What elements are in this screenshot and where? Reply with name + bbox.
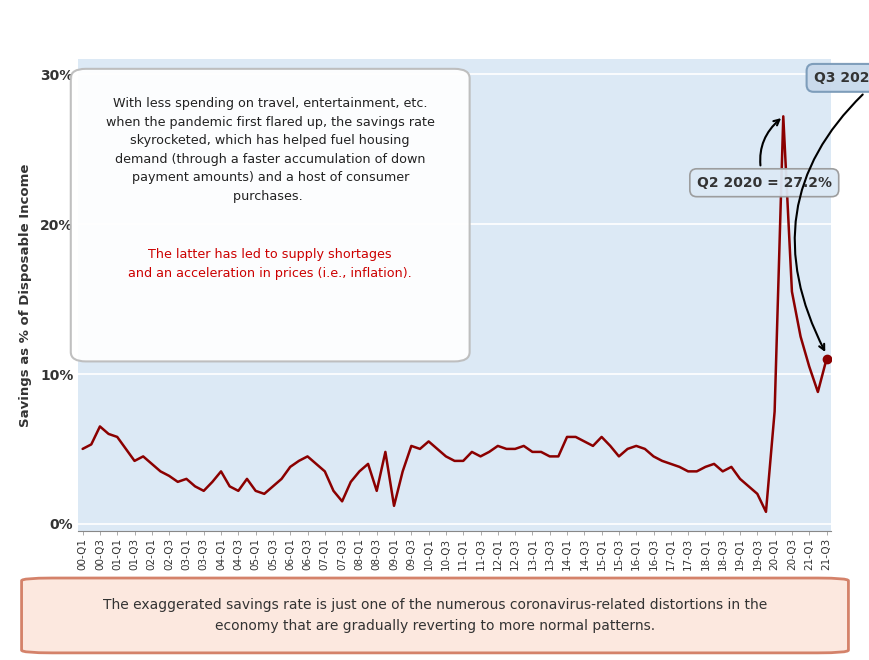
FancyBboxPatch shape xyxy=(22,578,847,653)
Y-axis label: Savings as % of Disposable Income: Savings as % of Disposable Income xyxy=(19,164,31,427)
X-axis label: Year & Quarter: Year & Quarter xyxy=(390,579,518,594)
Text: The latter has led to supply shortages
and an acceleration in prices (i.e., infl: The latter has led to supply shortages a… xyxy=(129,248,412,280)
FancyBboxPatch shape xyxy=(70,69,469,362)
Text: The exaggerated savings rate is just one of the numerous coronavirus-related dis: The exaggerated savings rate is just one… xyxy=(103,597,766,634)
Text: Q3 2021 = 11.0%: Q3 2021 = 11.0% xyxy=(793,71,869,350)
Text: With less spending on travel, entertainment, etc.
when the pandemic first flared: With less spending on travel, entertainm… xyxy=(106,97,434,203)
Text: Q2 2020 = 27.2%: Q2 2020 = 27.2% xyxy=(696,119,831,189)
